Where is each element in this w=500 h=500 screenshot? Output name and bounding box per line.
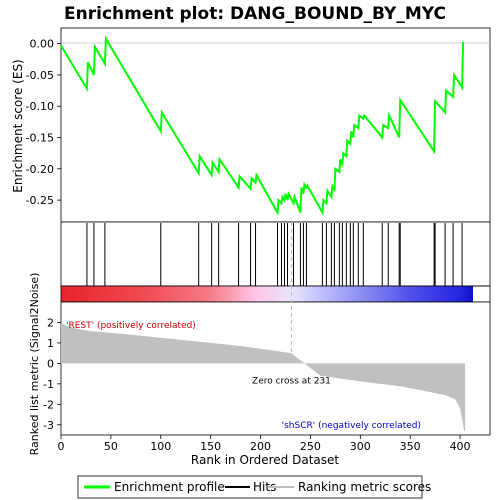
x-tick-label: 150 [200,440,221,453]
metric-panel: 2 1 0 -1 -2 -3 'REST' (positively correlated)… [28,222,491,456]
metric-y-axis-label: Ranked list metric (Signal2Noise) [28,273,41,456]
metric-y-tick-label: -1 [43,378,54,391]
es-y-ticks: 0.00 -0.05 -0.10 -0.15 -0.20 -0.25 [26,38,61,207]
x-tick-label: 0 [58,440,65,453]
x-tick-label: 350 [400,440,421,453]
metric-y-tick-label: -3 [43,419,54,432]
es-y-tick-label: -0.20 [26,163,54,176]
zero-cross-label: Zero cross at 231 [252,376,331,386]
ranking-color-bar [61,286,473,302]
legend-label-enrichment: Enrichment profile [114,480,225,494]
legend: Enrichment profile Hits Ranking metric s… [77,475,431,499]
metric-y-tick-label: -2 [43,398,54,411]
metric-y-tick-label: 2 [47,316,54,329]
es-y-axis-label: Enrichment score (ES) [11,59,25,192]
x-tick-label: 50 [104,440,118,453]
metric-y-tick-label: 1 [47,337,54,350]
x-tick-label: 250 [300,440,321,453]
es-y-tick-label: 0.00 [30,38,55,51]
x-tick-label: 200 [250,440,271,453]
es-y-tick-label: -0.05 [26,69,54,82]
metric-y-tick-label: 0 [47,357,54,370]
es-y-tick-label: -0.25 [26,194,54,207]
chart-title: Enrichment plot: DANG_BOUND_BY_MYC [64,4,446,24]
hit-lines [86,223,463,286]
es-y-tick-label: -0.15 [26,132,54,145]
legend-label-metric: Ranking metric scores [298,480,431,494]
x-tick-label: 400 [450,440,471,453]
hits-panel-frame [60,221,491,287]
es-y-tick-label: -0.10 [26,100,54,113]
ranking-metric-area [61,322,466,431]
enrichment-profile-line [60,35,465,216]
metric-y-ticks: 2 1 0 -1 -2 -3 [43,316,61,432]
legend-label-hits: Hits [253,480,276,494]
es-panel: 0.00 -0.05 -0.10 -0.15 -0.20 -0.25 Enrichment… [11,27,491,223]
neg-correlated-label: 'shSCR' (negatively correlated) [282,421,421,431]
x-tick-label: 300 [350,440,371,453]
hits-panel [60,221,491,287]
pos-correlated-label: 'REST' (positively correlated) [66,321,196,331]
x-tick-label: 100 [150,440,171,453]
x-axis-label: Rank in Ordered Dataset [191,453,339,467]
es-panel-frame [60,27,491,223]
x-axis-ticks: 0 50 100 150 200 250 300 350 400 [58,435,471,453]
